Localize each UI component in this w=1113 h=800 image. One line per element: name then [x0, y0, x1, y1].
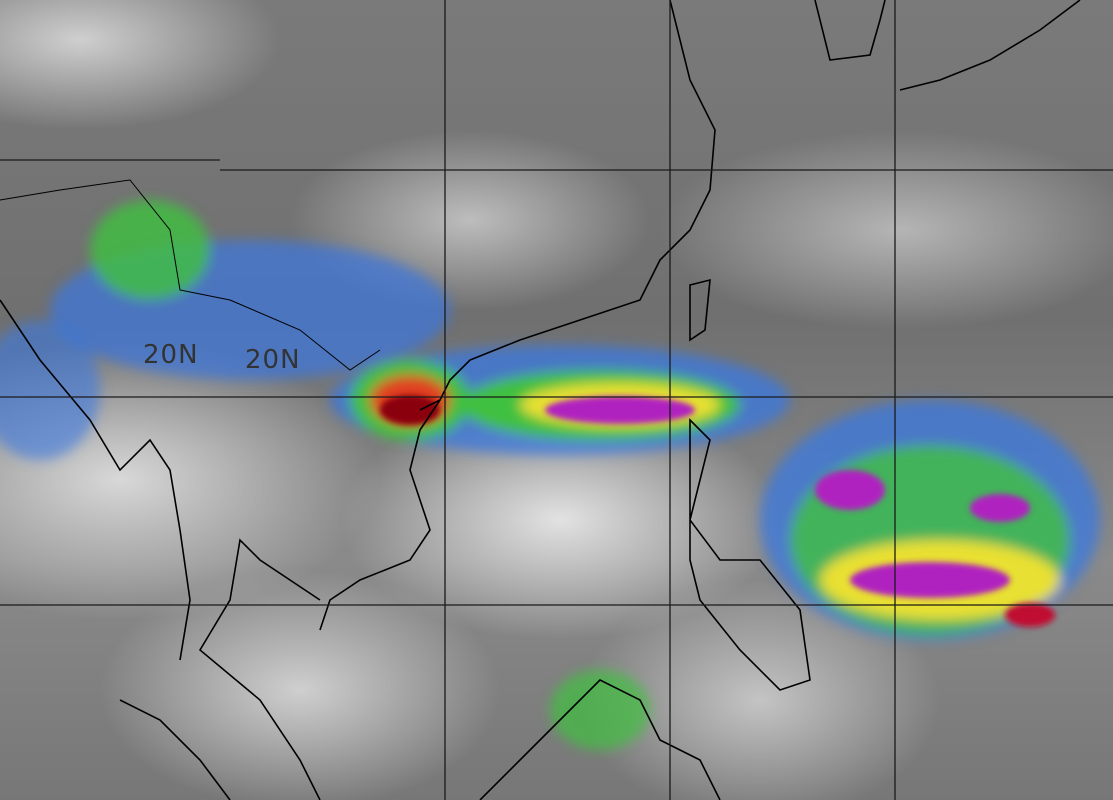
latitude-label-20n: 20N: [245, 345, 301, 375]
coastline-korea: [814, 0, 886, 61]
deep-convection: [380, 395, 1055, 627]
coastline-vietnam: [319, 399, 441, 631]
latitude-label-20n: 20N: [143, 340, 199, 370]
coastline-taiwan: [689, 278, 711, 342]
coastline-philippines: [689, 418, 811, 691]
border-inland: [0, 179, 381, 371]
coastline-china: [419, 0, 716, 411]
coastline-thailand: [198, 538, 321, 800]
coastline-borneo: [479, 679, 721, 800]
coastline-japan: [899, 0, 1081, 91]
coastline-malaysia: [119, 699, 231, 800]
coastline-myanmar: [0, 299, 191, 661]
